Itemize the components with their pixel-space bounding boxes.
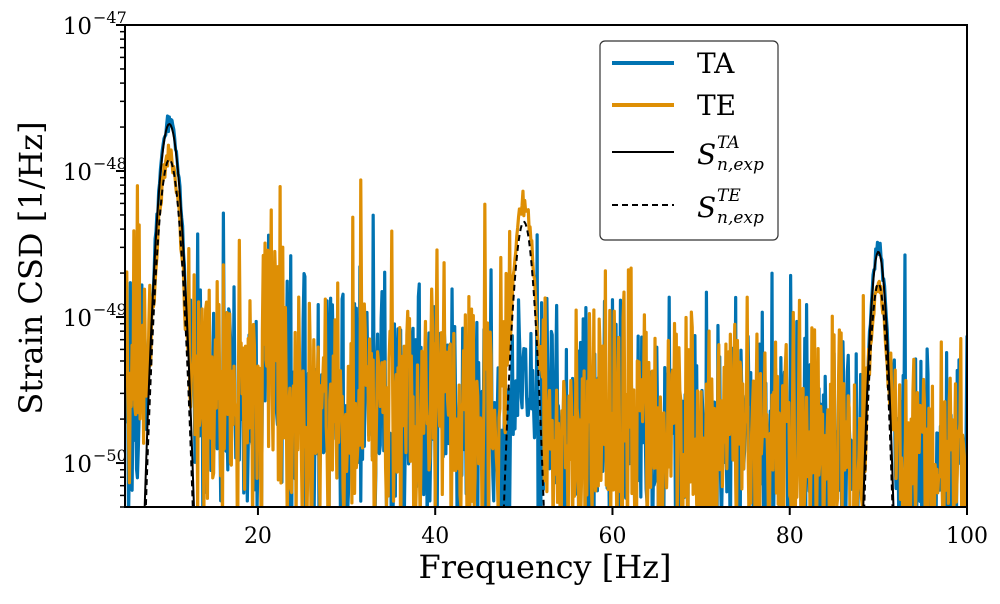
y-axis-label: Strain CSD [1/Hz] [12, 121, 50, 414]
legend-label-ta: TA [697, 47, 735, 80]
x-tick-label: 60 [598, 524, 626, 549]
legend-label-te: TE [697, 89, 736, 122]
legend-label-sub: n,exp [717, 155, 764, 175]
y-tick-exponent: −48 [93, 154, 127, 173]
x-tick-label: 100 [946, 524, 988, 549]
x-tick-label: 40 [421, 524, 449, 549]
legend-label-sub: n,exp [717, 208, 764, 228]
legend-label-sup: TA [717, 133, 740, 153]
x-axis: 20 40 60 80 100 [244, 507, 988, 549]
y-tick-exponent: −49 [93, 300, 127, 319]
series-line-te [125, 143, 967, 507]
legend-label-s: S [697, 138, 716, 171]
legend-box [599, 40, 779, 241]
x-axis-label: Frequency [Hz] [419, 548, 672, 586]
series-layer [125, 114, 967, 507]
legend-label-s: S [697, 191, 716, 224]
y-tick-label: 10 [63, 452, 92, 478]
x-tick-label: 80 [776, 524, 804, 549]
y-tick-label: 10 [63, 306, 92, 332]
y-tick-label: 10 [63, 160, 92, 186]
plot-frame [124, 24, 968, 508]
y-tick-exponent: −47 [93, 8, 127, 27]
x-tick-label: 20 [244, 524, 272, 549]
legend-label-sup: TE [717, 186, 741, 206]
y-tick-exponent: −50 [93, 446, 127, 465]
y-tick-label: 10 [63, 14, 92, 40]
